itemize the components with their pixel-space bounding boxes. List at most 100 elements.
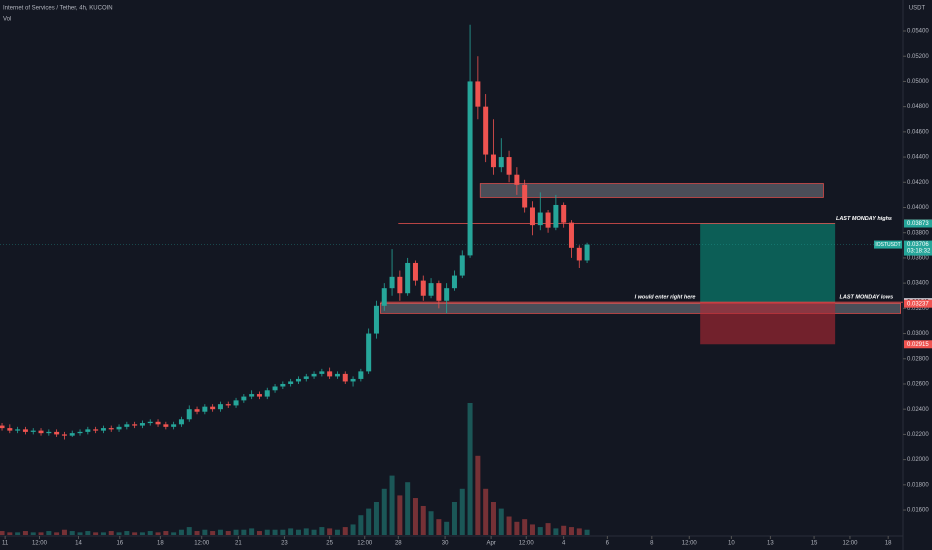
x-tick-label: 14 <box>75 541 82 547</box>
zone <box>479 183 824 198</box>
volume-bar <box>249 528 255 535</box>
y-tick-label: 0.03000 <box>907 331 929 337</box>
volume-bar <box>202 529 208 535</box>
volume-bar <box>584 529 590 535</box>
x-tick-label: 6 <box>606 541 610 547</box>
currency: USDT <box>909 6 926 12</box>
volume-bar <box>194 531 200 535</box>
x-tick-label: Apr <box>486 541 495 547</box>
candle-body <box>529 207 535 226</box>
candle-body <box>225 404 231 406</box>
x-tick-label: 12:00 <box>357 541 373 547</box>
volume-bar <box>576 528 582 535</box>
candle-body <box>412 262 418 281</box>
volume-bar <box>522 519 528 535</box>
candle-body <box>61 434 67 436</box>
volume-bar <box>373 502 379 535</box>
x-tick-label: 11 <box>2 541 9 547</box>
volume-bar <box>241 529 247 535</box>
candle-body <box>498 157 504 168</box>
candle-body <box>350 378 356 382</box>
candle-body <box>405 262 411 294</box>
x-tick-label: 23 <box>281 541 288 547</box>
candle-body <box>280 383 286 387</box>
annotation: LAST MONDAY highs <box>836 216 892 222</box>
volume-bar <box>124 531 130 535</box>
symbol-label: IOSTUSDT <box>875 242 900 248</box>
volume-bar <box>163 531 169 535</box>
candle-body <box>15 429 21 431</box>
y-tick-label: 0.04200 <box>907 180 929 186</box>
volume-bar <box>77 532 83 535</box>
candle-body <box>233 400 239 406</box>
candle-body <box>451 275 457 289</box>
x-tick-label: 12:00 <box>194 541 210 547</box>
volume-bar <box>459 488 465 535</box>
volume-bar <box>568 527 574 535</box>
candle-body <box>436 283 442 301</box>
volume-bar <box>397 495 403 535</box>
volume-bar <box>451 502 457 535</box>
volume-bar <box>545 523 551 535</box>
volume-bar <box>303 528 309 535</box>
y-tick-label: 0.03800 <box>907 230 929 236</box>
zone <box>380 302 902 314</box>
candle-body <box>295 378 301 382</box>
volume-bar <box>210 531 216 535</box>
x-tick-label: 18 <box>885 541 892 547</box>
volume-bar <box>467 403 473 535</box>
candle-body <box>22 429 28 432</box>
volume-bar <box>233 529 239 535</box>
candle-body <box>116 426 122 430</box>
candle-body <box>475 81 481 107</box>
volume-bar <box>412 498 418 535</box>
x-tick-label: 30 <box>442 541 449 547</box>
candle-body <box>100 428 106 431</box>
volume-bar <box>147 531 153 535</box>
y-tick-label: 0.04000 <box>907 205 929 211</box>
x-tick-label: 25 <box>326 541 333 547</box>
volume-bar <box>529 524 535 535</box>
x-tick-label: 16 <box>116 541 123 547</box>
price-label-bg <box>904 340 932 349</box>
price-label-bg <box>904 240 932 256</box>
y-tick-label: 0.03400 <box>907 281 929 287</box>
x-tick-label: 21 <box>235 541 242 547</box>
volume-bar <box>381 488 387 535</box>
candle-body <box>483 106 489 155</box>
y-tick-label: 0.02800 <box>907 356 929 362</box>
candle-body <box>584 244 590 261</box>
target-zone <box>700 223 836 303</box>
candle-body <box>93 429 99 431</box>
volume-bar <box>46 531 52 535</box>
candle-body <box>69 433 75 436</box>
volume-bar <box>54 532 60 535</box>
volume-bar <box>342 527 348 535</box>
volume-bar <box>100 532 106 535</box>
y-tick-label: 0.01800 <box>907 482 929 488</box>
symbol-bg <box>874 240 902 249</box>
x-tick-label: 12:00 <box>519 541 535 547</box>
volume-bar <box>256 531 262 535</box>
candle-body <box>178 419 184 425</box>
candle-body <box>373 305 379 334</box>
candle-body <box>537 212 543 226</box>
volume-bar <box>155 532 161 535</box>
y-tick-label: 0.02400 <box>907 407 929 413</box>
candle-body <box>210 406 216 410</box>
y-tick-label: 0.03600 <box>907 255 929 261</box>
volume-bar <box>428 511 434 535</box>
volume-bar <box>38 532 44 535</box>
candle-body <box>327 371 333 377</box>
volume-bar <box>405 482 411 535</box>
volume-bar <box>288 528 294 535</box>
x-tick-label: 8 <box>650 541 654 547</box>
candle-body <box>171 424 177 427</box>
candle-body <box>561 204 567 223</box>
price-label: 0.03706 <box>907 242 929 248</box>
volume-label: Vol <box>3 17 11 23</box>
x-tick-label: 28 <box>395 541 402 547</box>
volume-bar <box>61 529 67 535</box>
candle-body <box>202 406 208 412</box>
volume-bar <box>444 521 450 535</box>
